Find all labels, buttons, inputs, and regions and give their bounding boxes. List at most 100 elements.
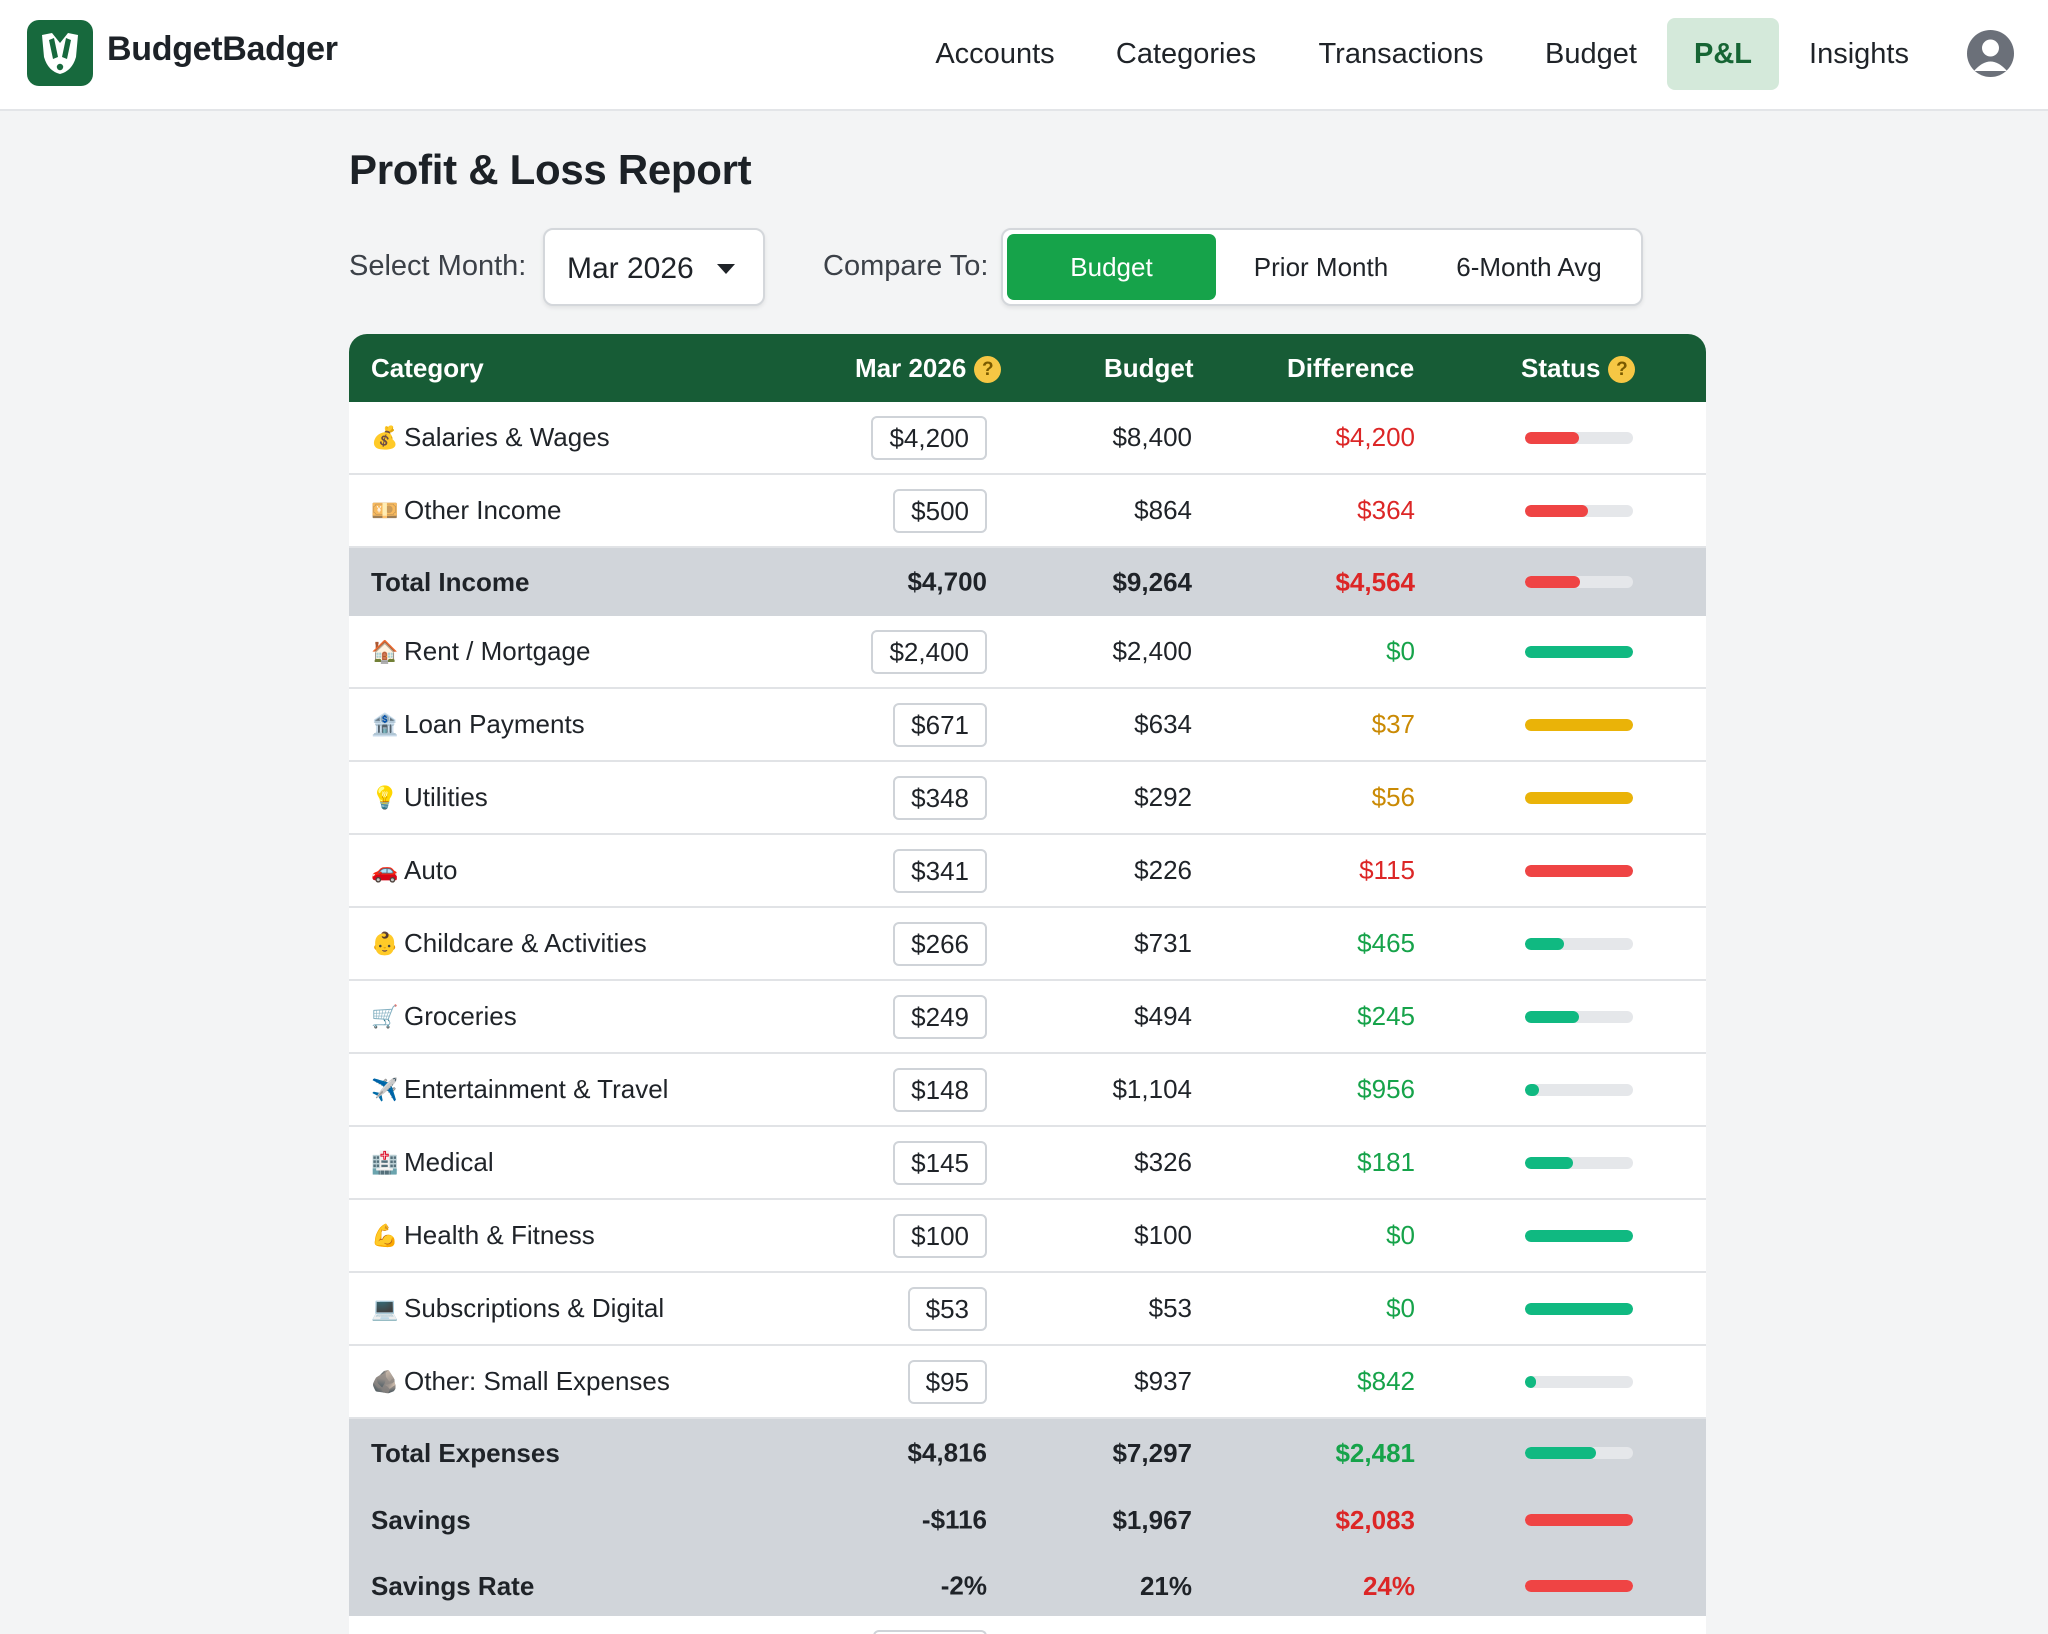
compare-budget-button[interactable]: Budget (1007, 234, 1216, 300)
category-emoji-icon: 💻 (371, 1295, 399, 1321)
amount-total: $4,700 (907, 566, 987, 597)
amount-field[interactable]: $249 (893, 994, 987, 1039)
category-emoji-icon: 💡 (371, 784, 399, 810)
amount-cell: $148 (349, 1054, 987, 1125)
table-total-row: Savings Rate -2% 21% 24% (349, 1553, 1706, 1619)
difference-cell: $465 (1357, 928, 1415, 958)
difference-cell: $115 (1359, 855, 1415, 885)
help-question-icon[interactable]: ? (974, 356, 1002, 383)
nav-categories[interactable]: Categories (1115, 38, 1257, 70)
difference-cell: $245 (1357, 1001, 1415, 1031)
nav-budget[interactable]: Budget (1545, 38, 1637, 70)
table-row: 🏠 Rent / Mortgage $2,400 $2,400 $0 (349, 616, 1706, 689)
difference-cell: $181 (1357, 1147, 1415, 1177)
amount-cell: $95 (349, 1346, 987, 1417)
amount-field[interactable]: $341 (893, 848, 987, 893)
difference-cell: $956 (1357, 1074, 1415, 1104)
status-progress-fill (1525, 1156, 1573, 1169)
amount-field[interactable]: $4,200 (871, 415, 987, 460)
table-row: 🛒 Groceries $249 $494 $245 (349, 981, 1706, 1054)
budget-cell: $326 (1134, 1147, 1192, 1177)
budget-cell: $937 (1134, 1366, 1192, 1396)
compare-prior-month-button[interactable]: Prior Month (1253, 252, 1389, 282)
amount-field[interactable]: $348 (893, 775, 987, 820)
difference-cell: $0 (1386, 1293, 1415, 1323)
budget-cell: $100 (1134, 1220, 1192, 1250)
difference-cell: $0 (1386, 636, 1415, 666)
amount-cell: $348 (349, 762, 987, 833)
nav-pl[interactable]: P&L (1667, 18, 1779, 90)
status-progress-fill (1525, 1229, 1633, 1242)
header-status: Status? (1521, 334, 1636, 402)
table-row: 🪨 Other: Small Expenses $95 $937 $842 (349, 1346, 1706, 1419)
category-label: Auto (404, 855, 458, 885)
status-progress-fill (1525, 1302, 1633, 1315)
difference-cell: $37 (1371, 709, 1415, 739)
status-progress-fill (1525, 937, 1564, 950)
amount-total: -$116 (921, 1504, 987, 1535)
amount-total: $4,816 (907, 1437, 987, 1468)
category-cell: 💪 Health & Fitness (371, 1200, 595, 1271)
header-month: Mar 2026? (855, 334, 1002, 402)
amount-field[interactable]: $53 (907, 1286, 987, 1331)
status-progress-bar (1525, 791, 1633, 804)
nav-transactions[interactable]: Transactions (1318, 38, 1484, 70)
category-label: Savings Rate (371, 1570, 535, 1601)
table-row: 🚗 Auto $341 $226 $115 (349, 835, 1706, 908)
badger-logo-icon[interactable] (27, 20, 93, 86)
category-label: Groceries (404, 1001, 517, 1031)
table-row: 💴 Other Income $500 $864 $364 (349, 475, 1706, 548)
status-progress-bar (1525, 718, 1633, 731)
amount-field[interactable]: $95 (907, 1359, 987, 1404)
category-label: Loan Payments (404, 709, 585, 739)
nav-insights[interactable]: Insights (1809, 38, 1909, 70)
category-cell: ✈️ Entertainment & Travel (371, 1054, 668, 1125)
user-avatar-icon[interactable] (1967, 30, 2014, 77)
category-emoji-icon: 🚗 (371, 857, 399, 883)
table-row: 👶 Childcare & Activities $266 $731 $465 (349, 908, 1706, 981)
category-label: Subscriptions & Digital (404, 1293, 665, 1323)
app-name: BudgetBadger (107, 30, 338, 68)
difference-cell: 24% (1362, 1570, 1415, 1601)
difference-cell: $842 (1357, 1366, 1415, 1396)
amount-cell: $4,700 (349, 548, 987, 616)
compare-6-month-avg-button[interactable]: 6-Month Avg (1456, 252, 1602, 282)
help-question-icon[interactable]: ? (1608, 356, 1636, 383)
difference-cell: $4,200 (1335, 422, 1415, 452)
amount-field[interactable]: $2,400 (871, 629, 987, 674)
category-emoji-icon: 💪 (371, 1222, 399, 1248)
status-progress-fill (1525, 1010, 1579, 1023)
category-emoji-icon: 🛒 (371, 1003, 399, 1029)
category-cell: 💰 Salaries & Wages (371, 402, 610, 473)
amount-field-partial (873, 1630, 987, 1634)
category-cell: Total Income (371, 548, 529, 616)
budget-cell: $731 (1134, 928, 1192, 958)
header-budget: Budget (1104, 353, 1194, 383)
status-progress-fill (1525, 718, 1633, 731)
compare-to-label: Compare To: (823, 250, 989, 282)
status-progress-bar (1525, 576, 1633, 588)
status-progress-bar (1525, 864, 1633, 877)
amount-field[interactable]: $148 (893, 1067, 987, 1112)
category-cell: 💻 Subscriptions & Digital (371, 1273, 664, 1344)
nav-accounts[interactable]: Accounts (935, 38, 1055, 70)
amount-field[interactable]: $100 (893, 1213, 987, 1258)
month-select[interactable]: Mar 2026 (543, 228, 765, 306)
amount-field[interactable]: $145 (893, 1140, 987, 1185)
amount-field[interactable]: $266 (893, 921, 987, 966)
budget-cell: $494 (1134, 1001, 1192, 1031)
status-progress-fill (1525, 791, 1633, 804)
category-label: Childcare & Activities (404, 928, 647, 958)
amount-cell: $53 (349, 1273, 987, 1344)
amount-field[interactable]: $500 (893, 488, 987, 533)
status-progress-bar (1525, 1302, 1633, 1315)
caret-down-icon (717, 264, 735, 274)
category-cell: 💴 Other Income (371, 475, 562, 546)
amount-cell: $2,400 (349, 616, 987, 687)
status-progress-bar (1525, 1514, 1633, 1526)
table-row: 💻 Subscriptions & Digital $53 $53 $0 (349, 1273, 1706, 1346)
category-label: Salaries & Wages (404, 422, 610, 452)
status-progress-bar (1525, 1375, 1633, 1388)
category-label: Entertainment & Travel (404, 1074, 669, 1104)
amount-field[interactable]: $671 (893, 702, 987, 747)
